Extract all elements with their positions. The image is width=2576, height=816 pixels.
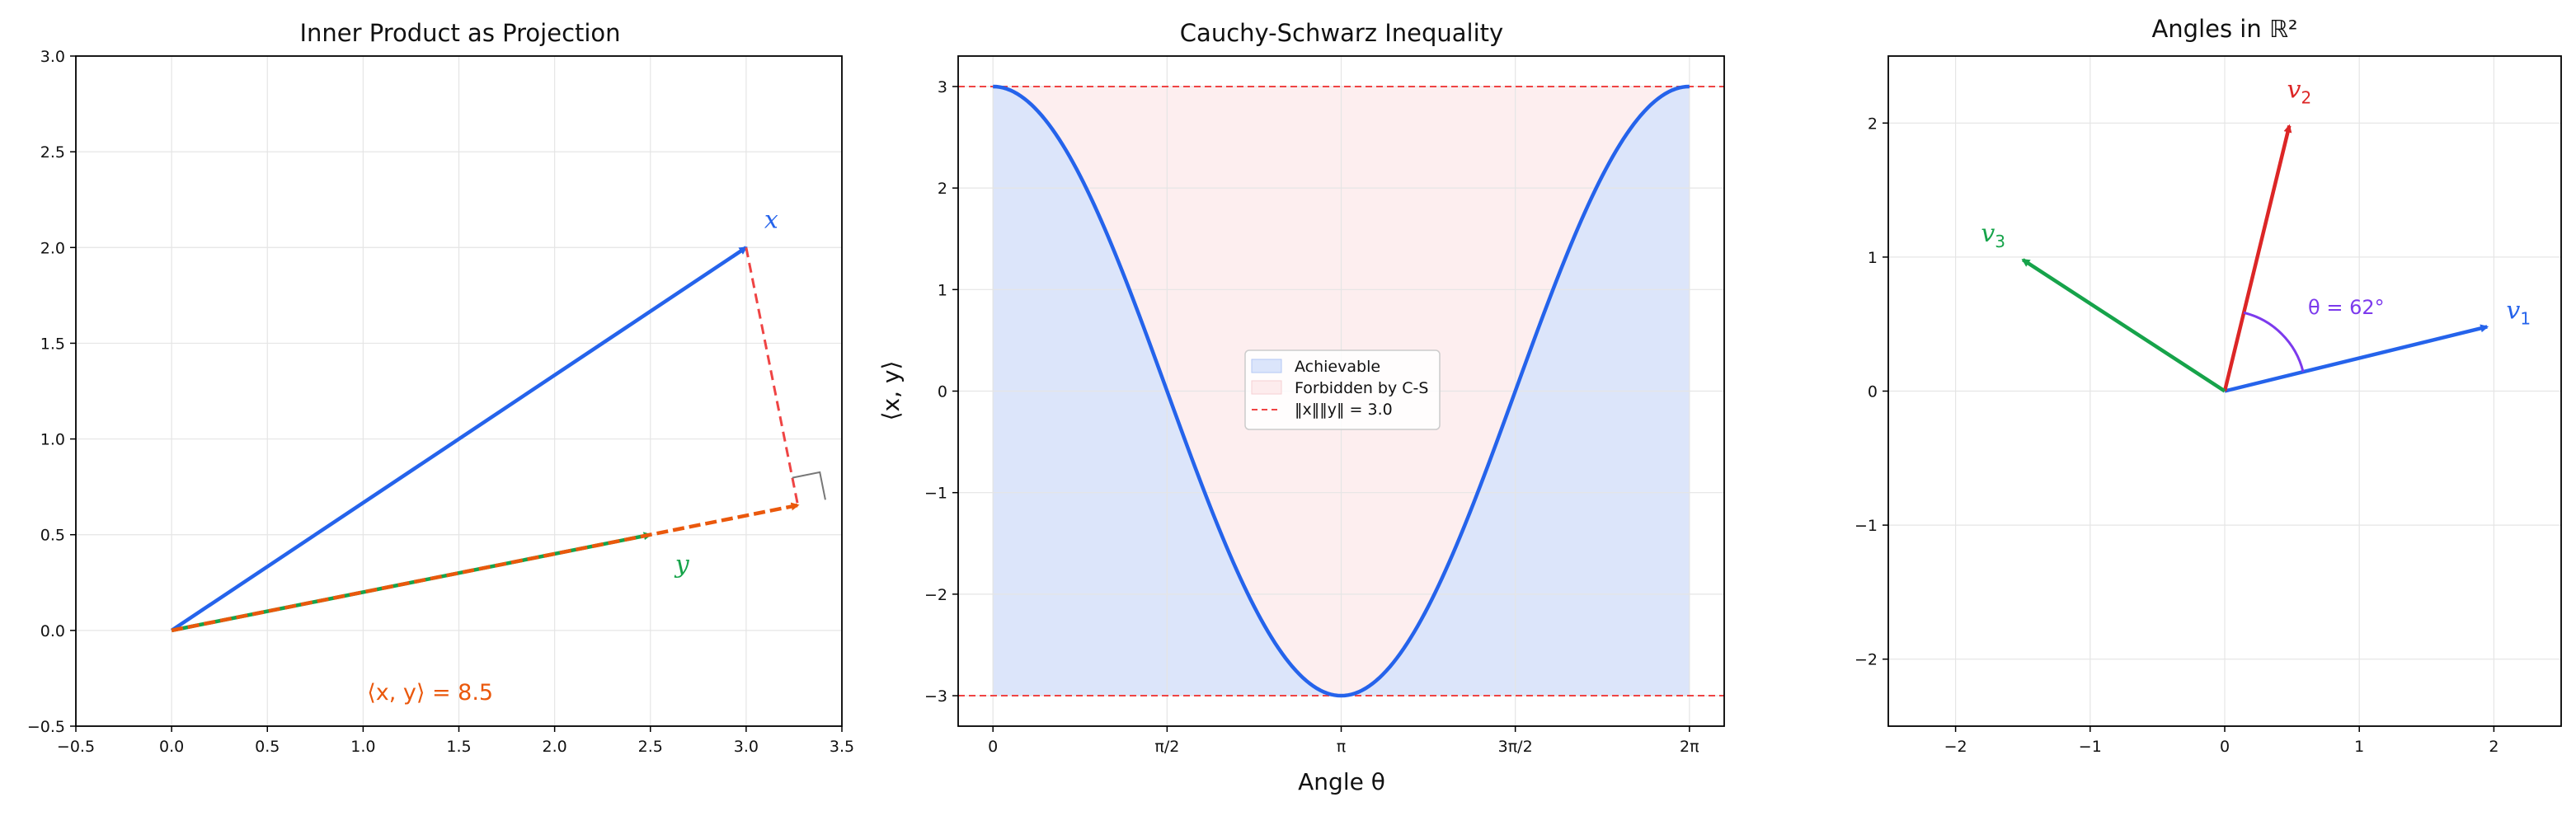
panel2-xtick-label-0: 0: [988, 738, 998, 756]
projection-arrow: [171, 502, 800, 633]
v3-label: v3: [1981, 219, 2005, 251]
panel2-ytick-label-0: −3: [924, 687, 947, 706]
panel2-legend: Achievable Forbidden by C-S ‖x‖‖y‖ = 3.0: [1244, 349, 1441, 430]
panel1-ytick-label-6: 2.5: [40, 143, 65, 162]
panel3-xtick-label-0: −2: [1944, 738, 1967, 756]
panel-cauchy-schwarz: Cauchy-Schwarz Inequality 0 π/2 π 3π/2 2π −3 −…: [877, 19, 1725, 795]
panel3-grid: [1888, 56, 2561, 726]
v1-arrow: [2224, 324, 2489, 393]
legend-label-forbidden: Forbidden by C-S: [1295, 379, 1428, 397]
legend-label-bound: ‖x‖‖y‖ = 3.0: [1295, 401, 1393, 419]
panel-projection: Inner Product as Projection −0.5 0.0 0.5 1.…: [27, 19, 854, 756]
panel3-ytick-label-0: −2: [1854, 651, 1878, 669]
inner-product-annotation: ⟨x, y⟩ = 8.5: [367, 680, 493, 706]
panel1-xtick-label-7: 3.0: [734, 738, 759, 756]
panel1-ytick-label-1: 0.0: [40, 622, 65, 640]
v1-label-sub: 1: [2520, 308, 2531, 328]
panel2-ytick-label-5: 2: [938, 180, 947, 198]
panel1-ytick-label-2: 0.5: [40, 527, 65, 545]
v1-label: v1: [2506, 296, 2531, 328]
panel2-ylabel: ⟨x, y⟩: [877, 361, 905, 421]
panel1-marks: [170, 246, 826, 633]
panel3-xtick-label-3: 1: [2354, 738, 2364, 756]
panel1-xtick-label-4: 1.5: [446, 738, 471, 756]
panel3-ticks: −2 −1 0 1 2 −2 −1 0 1 2: [1854, 115, 2498, 756]
panel2-xlabel: Angle θ: [1298, 768, 1385, 795]
legend-box: [1244, 349, 1441, 430]
panel1-ytick-label-7: 3.0: [40, 48, 65, 66]
v1-label-main: v: [2506, 296, 2520, 325]
right-angle-marker: [792, 471, 826, 500]
legend-label-achievable: Achievable: [1295, 358, 1380, 376]
panel3-title: Angles in ℝ²: [2151, 15, 2297, 43]
panel1-ytick-label-5: 2.0: [40, 239, 65, 257]
v2-label-sub: 2: [2301, 88, 2311, 108]
panel1-frame: [75, 55, 843, 727]
panel1-title: Inner Product as Projection: [299, 19, 620, 47]
panel1-xtick-label-1: 0.0: [159, 738, 184, 756]
vector-y-label: y: [674, 551, 690, 579]
panel1-ytick-label-4: 1.5: [40, 335, 65, 353]
panel1-xtick-label-3: 1.0: [350, 738, 375, 756]
v3-label-sub: 3: [1995, 232, 2005, 251]
panel1-ticks: −0.5 0.0 0.5 1.0 1.5 2.0 2.5 3.0 3.5 −0.5 0.0 0.5 1.…: [27, 48, 854, 756]
panel1-xtick-label-8: 3.5: [830, 738, 854, 756]
panel3-ytick-label-4: 2: [1868, 115, 1878, 133]
panel2-xtick-label-1: π/2: [1154, 738, 1179, 756]
panel3-ytick-label-3: 1: [1868, 249, 1878, 267]
perpendicular-line: [745, 246, 800, 506]
panel1-xtick-label-2: 0.5: [255, 738, 280, 756]
panel1-labels: x y ⟨x, y⟩ = 8.5: [367, 205, 778, 706]
legend-swatch-achievable: [1251, 359, 1282, 373]
vector-x-arrow: [170, 246, 748, 632]
panel2-xtick-label-3: 3π/2: [1498, 738, 1533, 756]
panel1-xtick-label-0: −0.5: [57, 738, 95, 756]
angle-arc: [2243, 311, 2305, 373]
panel2-title: Cauchy-Schwarz Inequality: [1180, 19, 1503, 47]
panel2-marks: [958, 84, 1724, 698]
vector-x-label: x: [764, 205, 778, 234]
panel2-ticks: 0 π/2 π 3π/2 2π −3 −2 −1 0 1 2 3: [924, 78, 1699, 756]
panel3-xtick-label-2: 0: [2220, 738, 2230, 756]
panel3-frame: [1887, 55, 2562, 727]
v3-label-main: v: [1981, 219, 1995, 248]
panel3-ytick-label-2: 0: [1868, 383, 1878, 401]
cosine-curve: [993, 84, 1690, 698]
v2-arrow: [2222, 124, 2292, 392]
panel2-ytick-label-6: 3: [938, 78, 947, 96]
panel1-xtick-label-5: 2.0: [543, 738, 567, 756]
legend-swatch-forbidden: [1251, 380, 1282, 395]
panel3-title-text: Angles in ℝ²: [2151, 15, 2297, 43]
panel3-ytick-label-1: −1: [1854, 517, 1878, 535]
panel2-frame: [957, 55, 1725, 727]
panel2-ytick-label-4: 1: [938, 281, 947, 299]
panel2-xtick-label-2: π: [1337, 738, 1346, 756]
v2-label: v2: [2287, 76, 2311, 108]
panel3-xtick-label-4: 2: [2489, 738, 2498, 756]
panel3-xtick-label-1: −1: [2079, 738, 2102, 756]
panel1-ytick-label-0: −0.5: [27, 718, 65, 736]
panel3-marks: [2021, 124, 2489, 393]
panel2-ytick-label-3: 0: [938, 383, 947, 401]
panel1-xtick-label-6: 2.5: [638, 738, 663, 756]
panel1-ytick-label-3: 1.0: [40, 431, 65, 449]
v2-label-main: v: [2287, 76, 2301, 105]
v3-arrow: [2021, 258, 2226, 393]
panel2-ytick-label-2: −1: [924, 485, 947, 503]
angle-label: θ = 62°: [2308, 296, 2385, 319]
panel2-xtick-label-4: 2π: [1680, 738, 1699, 756]
panel2-ytick-label-1: −2: [924, 586, 947, 604]
